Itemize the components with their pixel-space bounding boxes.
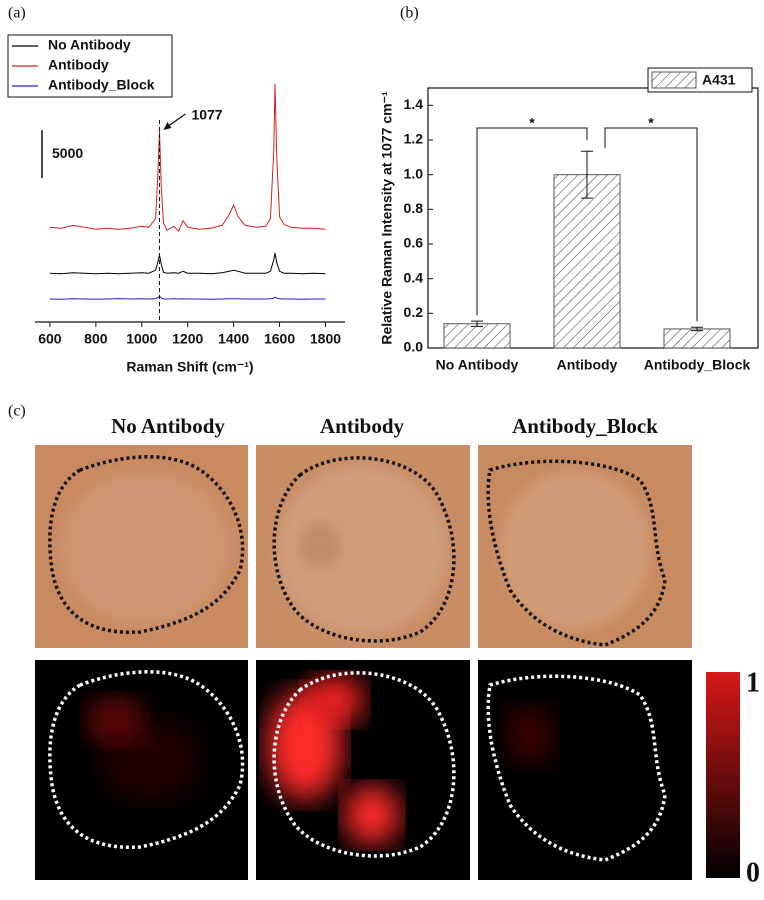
legend-swatch (651, 71, 697, 89)
y-tick-label: 0.8 (404, 200, 424, 216)
x-tick-label: 1000 (126, 331, 157, 347)
cell-outline (48, 455, 667, 647)
cell-outline (48, 670, 667, 862)
spectrum-line (49, 295, 326, 300)
panel-label: (c) (8, 403, 26, 420)
error-bar (471, 320, 483, 327)
raman-map (478, 660, 692, 880)
x-tick-label: 1200 (172, 331, 203, 347)
colorbar-label: 1 (746, 667, 760, 698)
image-title: No Antibody (111, 414, 225, 438)
colorbar-label: 0 (746, 857, 760, 888)
arrow-head (163, 122, 172, 130)
bar (663, 328, 731, 349)
significance-label: * (529, 115, 535, 131)
x-axis-label: Raman Shift (cm⁻¹) (126, 359, 253, 375)
x-tick-label: Antibody (557, 357, 618, 373)
x-tick-label: 1400 (218, 331, 249, 347)
colorbar (706, 672, 740, 878)
legend-box (7, 34, 173, 98)
x-tick-label: 800 (84, 331, 108, 347)
x-tick-label: No Antibody (436, 357, 519, 373)
y-tick-label: 0.2 (404, 304, 424, 320)
scale-bar-label: 5000 (52, 145, 83, 161)
legend-label: A431 (702, 72, 736, 88)
significance-bracket (476, 127, 588, 316)
legend-label: Antibody (48, 57, 109, 73)
legend-label: Antibody_Block (48, 77, 155, 93)
y-axis-label: Relative Raman Intensity at 1077 cm⁻¹ (379, 91, 395, 345)
spectrum-line (49, 253, 326, 275)
y-tick-label: 1.4 (404, 96, 424, 112)
x-tick-label: Antibody_Block (644, 357, 751, 373)
image-title: Antibody (320, 414, 405, 438)
panel-label: (b) (400, 5, 419, 22)
bar (553, 174, 621, 349)
y-tick-label: 1.0 (404, 165, 424, 181)
y-tick-label: 0.4 (404, 269, 424, 285)
error-bar (691, 326, 703, 332)
x-tick-label: 600 (38, 331, 62, 347)
significance-label: * (648, 115, 654, 131)
x-tick-label: 1600 (264, 331, 295, 347)
error-bar (581, 150, 593, 199)
y-tick-label: 0.0 (404, 339, 424, 355)
legend-label: No Antibody (48, 37, 131, 53)
image-panel: No Antibody Antibody Antibody_Block (35, 414, 740, 880)
image-title: Antibody_Block (512, 414, 658, 438)
significance-bracket (604, 127, 698, 322)
bar (443, 323, 511, 349)
y-tick-label: 1.2 (404, 131, 424, 147)
annotation-label: 1077 (191, 107, 222, 123)
panel-label: (a) (8, 5, 26, 22)
x-tick-label: 1800 (310, 331, 341, 347)
spectrum-line (49, 83, 326, 232)
y-tick-label: 0.6 (404, 235, 424, 251)
